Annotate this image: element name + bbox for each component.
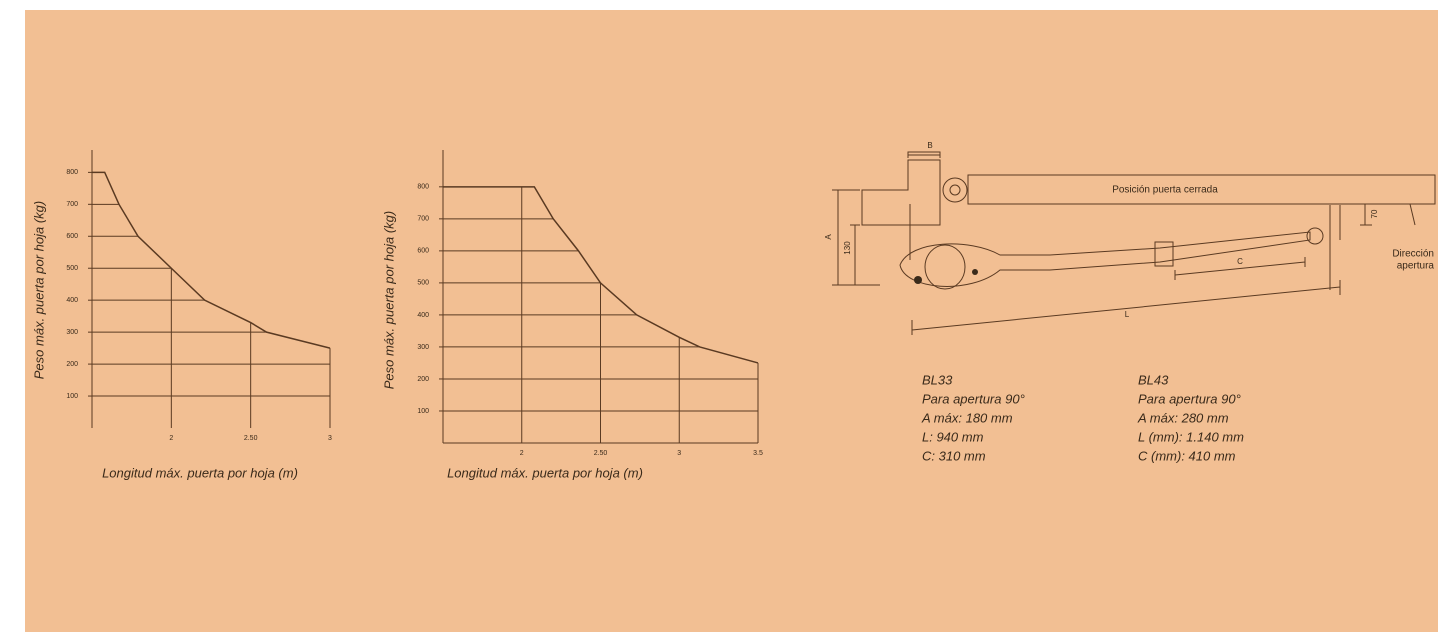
y-tick-label: 100 xyxy=(417,408,429,415)
background xyxy=(25,10,1438,632)
spec-line: C (mm): 410 mm xyxy=(1138,448,1236,463)
hinge xyxy=(942,177,968,203)
release-icon xyxy=(972,269,978,275)
spec-line: L (mm): 1.140 mm xyxy=(1138,429,1244,444)
direction-arrow xyxy=(1409,203,1416,226)
dim-130 xyxy=(850,224,860,285)
x-axis-label: Longitud máx. puerta por hoja (m) xyxy=(447,465,643,480)
nut xyxy=(1154,241,1174,267)
y-tick-label: 300 xyxy=(417,344,429,351)
direction-label: apertura xyxy=(1397,261,1435,272)
motor xyxy=(924,244,966,290)
y-tick-label: 400 xyxy=(417,312,429,319)
curve xyxy=(443,186,759,364)
door xyxy=(967,174,1436,205)
dim-70 xyxy=(1360,203,1372,226)
y-tick-label: 200 xyxy=(417,376,429,383)
y-axis-label: Peso máx. puerta por hoja (kg) xyxy=(381,211,396,389)
chart: 100 200 300 400 500 600 700 800 2 2.50 3 Peso máx. … xyxy=(31,150,332,480)
spec-line: Para apertura 90° xyxy=(922,391,1025,406)
y-tick-label: 200 xyxy=(66,361,78,368)
dim-c xyxy=(1174,257,1306,280)
bracket xyxy=(861,159,941,226)
spec-line: Para apertura 90° xyxy=(1138,391,1241,406)
y-tick-label: 600 xyxy=(417,248,429,255)
spec-line: A máx: 280 mm xyxy=(1137,410,1229,425)
x-tick-label: 3 xyxy=(677,450,681,457)
ext-lines xyxy=(1329,205,1341,290)
y-tick-label: 700 xyxy=(66,201,78,208)
dim-a xyxy=(832,189,880,286)
dim-l-label: L xyxy=(1125,310,1130,319)
dim-c-label: C xyxy=(1237,257,1243,266)
y-tick-label: 500 xyxy=(66,265,78,272)
dim-l xyxy=(911,280,1341,335)
x-tick-label: 3.5 xyxy=(753,450,763,457)
spec-model: BL43 xyxy=(1138,372,1169,387)
technical-drawing: Posición puerta cerrada B A 130 C 70 L D… xyxy=(824,141,1436,335)
dim-a-label: A xyxy=(824,234,833,240)
y-axis-label: Peso máx. puerta por hoja (kg) xyxy=(31,201,46,379)
x-tick-label: 3 xyxy=(328,435,332,442)
x-tick-label: 2 xyxy=(520,450,524,457)
x-tick-label: 2.50 xyxy=(244,435,258,442)
y-tick-label: 100 xyxy=(66,393,78,400)
dim-70-label: 70 xyxy=(1370,209,1379,218)
spec-line: A máx: 180 mm xyxy=(921,410,1013,425)
dim-b-label: B xyxy=(927,141,932,150)
arm-end xyxy=(1306,227,1324,245)
x-tick-label: 2 xyxy=(169,435,173,442)
dim-b xyxy=(907,151,941,158)
y-tick-label: 800 xyxy=(66,169,78,176)
y-tick-label: 500 xyxy=(417,280,429,287)
y-tick-label: 600 xyxy=(66,233,78,240)
y-tick-label: 700 xyxy=(417,216,429,223)
door-label: Posición puerta cerrada xyxy=(1112,185,1218,196)
y-tick-label: 400 xyxy=(66,297,78,304)
y-tick-label: 800 xyxy=(417,184,429,191)
direction-label: Dirección xyxy=(1392,249,1434,260)
y-tick-label: 300 xyxy=(66,329,78,336)
spec-line: C: 310 mm xyxy=(922,448,986,463)
operator-body xyxy=(899,231,1311,287)
dim-130-label: 130 xyxy=(843,241,852,255)
curve xyxy=(92,171,331,349)
x-axis-label: Longitud máx. puerta por hoja (m) xyxy=(102,465,298,480)
lock-icon xyxy=(914,276,922,284)
specs: BL33 Para apertura 90° A máx: 180 mm L: 940… xyxy=(921,372,1244,463)
spec-model: BL33 xyxy=(922,372,953,387)
spec-line: L: 940 mm xyxy=(922,429,984,444)
x-tick-label: 2.50 xyxy=(594,450,608,457)
hinge-pin xyxy=(949,184,961,196)
